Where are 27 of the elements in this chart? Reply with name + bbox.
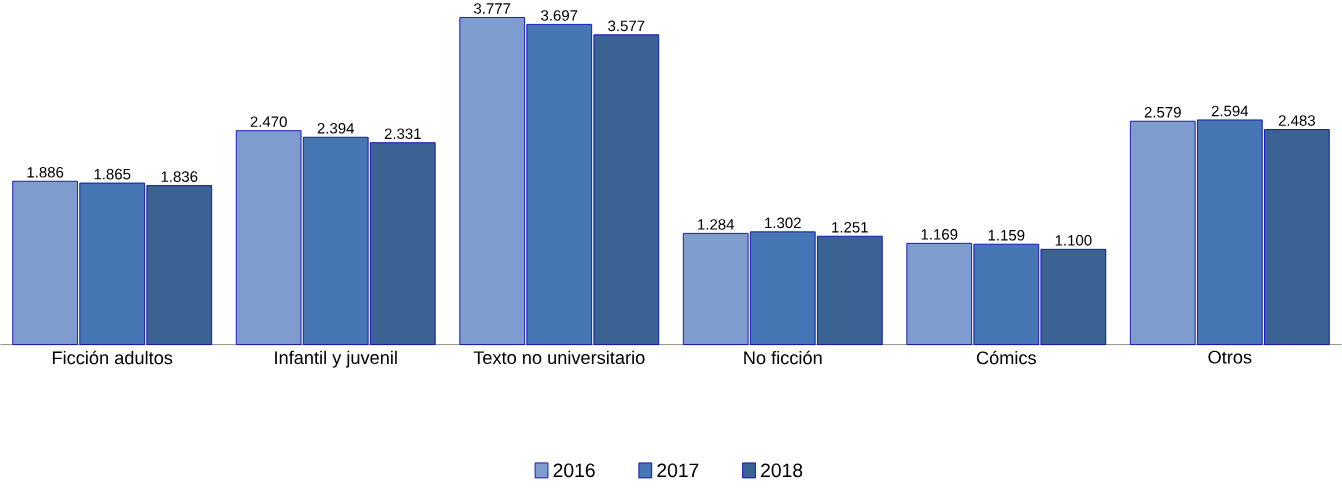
data-label: 1.886 — [27, 166, 64, 178]
data-label: 3.697 — [541, 10, 578, 21]
x-tick-label: Otros — [1208, 350, 1252, 364]
data-label: 2.331 — [384, 128, 421, 140]
data-label: 1.302 — [765, 217, 801, 229]
data-label: 1.169 — [921, 229, 958, 240]
x-tick-label: No ficción — [744, 350, 822, 365]
data-label: 3.777 — [474, 3, 511, 14]
data-label: 2.483 — [1278, 115, 1315, 126]
x-tick-label: Ficción adultos — [52, 350, 173, 365]
data-label: 2.594 — [1211, 105, 1249, 117]
data-label: 1.836 — [161, 171, 198, 182]
x-tick-label: Infantil y juvenil — [275, 350, 397, 368]
data-label: 2.579 — [1144, 106, 1181, 118]
data-label: 3.577 — [608, 20, 645, 32]
legend-label: 2017 — [657, 463, 699, 478]
legend-label: 2016 — [553, 463, 595, 478]
data-label: 1.159 — [988, 229, 1025, 241]
data-label: 1.100 — [1055, 235, 1092, 246]
data-label: 1.251 — [832, 221, 868, 233]
x-tick-label: Cómics — [976, 350, 1036, 365]
legend-label: 2018 — [761, 463, 803, 478]
data-label: 1.865 — [94, 168, 131, 180]
data-label: 2.470 — [250, 116, 287, 127]
x-tick-label: Texto no universitario — [473, 350, 645, 365]
data-label: 2.394 — [317, 122, 355, 134]
data-label: 1.284 — [698, 219, 735, 230]
